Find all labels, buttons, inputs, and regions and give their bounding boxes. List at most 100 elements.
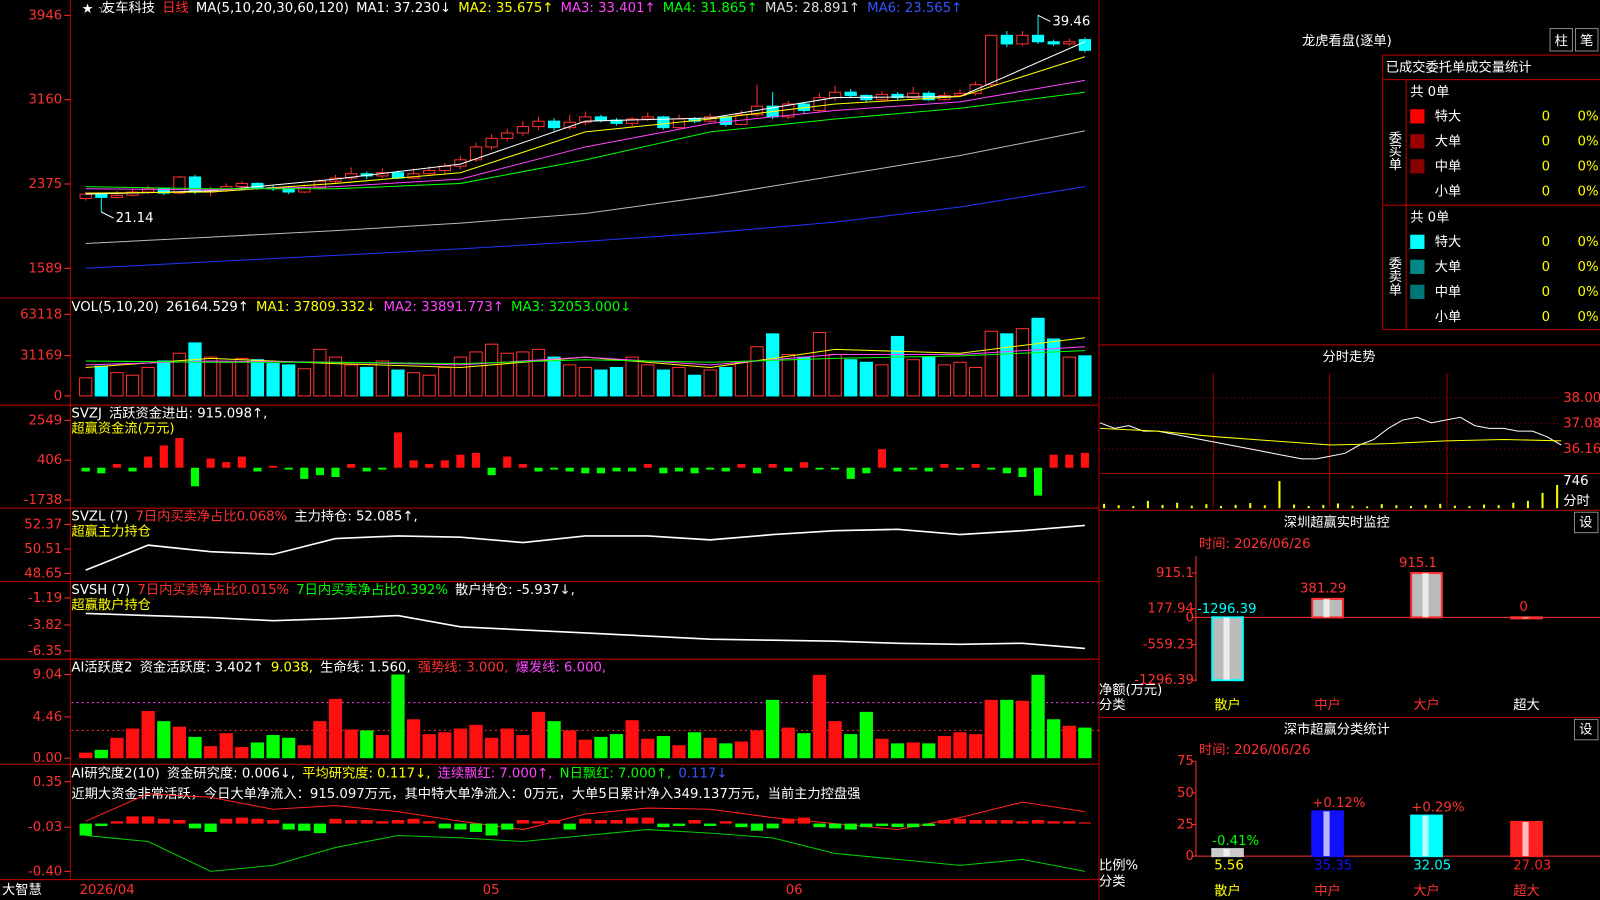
research-bar: [985, 820, 998, 824]
header-item: AI研究度2(10): [71, 765, 159, 781]
volume-bar: [1000, 333, 1014, 397]
star-icon[interactable]: ★ ☆: [82, 2, 110, 17]
research-note: 近期大资金非常活跃，今日大单净流入：915.097万元，其中特大单净流入：0万元…: [71, 785, 860, 802]
flow-bar: [81, 467, 90, 472]
flow-bar: [862, 467, 871, 474]
y-tick-label: 48.65: [24, 566, 62, 581]
candle-body: [1078, 39, 1092, 51]
activity-bar: [313, 721, 327, 759]
flow-bar: [831, 467, 840, 470]
legend-swatch: [1410, 259, 1425, 274]
y-tick-label: 915.1: [1156, 566, 1194, 581]
header-item: 主力持仓: 52.085↑,: [294, 508, 417, 524]
flow-bar: [425, 464, 434, 468]
header-item: SVZL (7): [71, 509, 128, 524]
activity-bar: [875, 738, 889, 759]
button[interactable]: 柱: [1555, 33, 1568, 49]
header-item: 活跃资金进出: 915.098↑,: [109, 405, 267, 421]
button[interactable]: 设: [1579, 514, 1592, 530]
pointer: [1037, 14, 1051, 22]
line: [85, 91, 1085, 190]
flow-bar: [1065, 454, 1074, 468]
button-frame[interactable]: [1575, 28, 1599, 52]
y-tick-label: -1738: [24, 493, 63, 508]
header-item: MA3: 33.401↑: [561, 1, 656, 16]
candle-body: [501, 132, 514, 139]
research-bar: [1078, 822, 1092, 824]
y-tick-label: 0: [1185, 849, 1193, 864]
volume-bar: [734, 361, 749, 397]
activity-bar: [172, 726, 187, 759]
activity-bar: [844, 734, 858, 759]
research-bar: [266, 820, 280, 824]
volume-bar: [641, 364, 655, 397]
x-axis-label: 分类: [1099, 874, 1126, 890]
research-bar: [313, 823, 327, 834]
candle-body: [1000, 34, 1013, 45]
research-bar: [391, 820, 405, 824]
research-bar: [938, 820, 951, 824]
activity-bar: [266, 735, 280, 759]
research-bar: [922, 823, 935, 826]
x-tick-label: 超大: [1513, 697, 1540, 713]
research-bar: [547, 820, 561, 824]
flow-bar: [159, 445, 168, 468]
volume-bar: [94, 365, 108, 397]
research-bar: [594, 820, 608, 824]
legend-swatch: [1410, 134, 1425, 149]
flow-bar: [362, 467, 371, 472]
row-count: 0: [1542, 184, 1550, 199]
volume-bar: [1062, 356, 1076, 397]
research-bar: [79, 823, 92, 836]
y-tick-label: 177.94: [1148, 602, 1194, 617]
low-label: 21.14: [116, 211, 154, 226]
research-bar: [251, 818, 264, 824]
volume-bar: [500, 352, 514, 397]
header-item: N日飘红: 7.000↑,: [560, 765, 672, 781]
activity-bar: [563, 730, 577, 759]
volume-bar: [516, 351, 530, 397]
flow-bar: [1018, 467, 1027, 478]
y-tick-label: 2375: [29, 177, 63, 192]
activity-bar: [1000, 699, 1014, 759]
activity-bar: [812, 674, 827, 759]
value-label: 35.35: [1314, 858, 1352, 873]
row-count: 0: [1542, 109, 1550, 124]
research-bar: [469, 823, 483, 832]
flow-bar: [940, 464, 949, 468]
button[interactable]: 笔: [1580, 33, 1593, 49]
candle-body: [95, 193, 108, 198]
candle-body: [891, 93, 904, 99]
flow-bar: [721, 467, 730, 472]
research-bar: [688, 820, 701, 824]
flow-bar: [393, 432, 403, 468]
line: [85, 612, 1085, 650]
activity-bar: [750, 730, 764, 759]
volume-bar: [812, 332, 827, 397]
header-item: 强势线: 3.000,: [418, 659, 509, 675]
research-bar: [1031, 820, 1045, 824]
activity-bar: [125, 728, 140, 759]
button-frame[interactable]: [1573, 718, 1599, 741]
activity-bar: [625, 720, 639, 759]
candle-body: [1031, 34, 1045, 43]
volume-bar: [250, 359, 265, 397]
candle-body: [547, 120, 561, 129]
activity-bar: [219, 733, 233, 759]
candle-body: [235, 182, 248, 188]
button-frame[interactable]: [1573, 511, 1599, 534]
volume-bar: [391, 369, 405, 397]
button[interactable]: 设: [1579, 722, 1592, 738]
flow-bar: [534, 467, 543, 472]
button-frame[interactable]: [1549, 28, 1573, 52]
volume-bar: [422, 374, 436, 397]
activity-bar: [391, 674, 405, 759]
activity-bar: [641, 738, 655, 759]
flow-bar: [550, 467, 559, 470]
volume-bar: [157, 360, 171, 397]
panel-subtitle: 超赢资金流(万元): [71, 420, 174, 437]
flow-bar: [1049, 454, 1058, 468]
line: [85, 829, 1085, 872]
flow-bar: [378, 467, 387, 470]
candle-body: [594, 116, 608, 121]
